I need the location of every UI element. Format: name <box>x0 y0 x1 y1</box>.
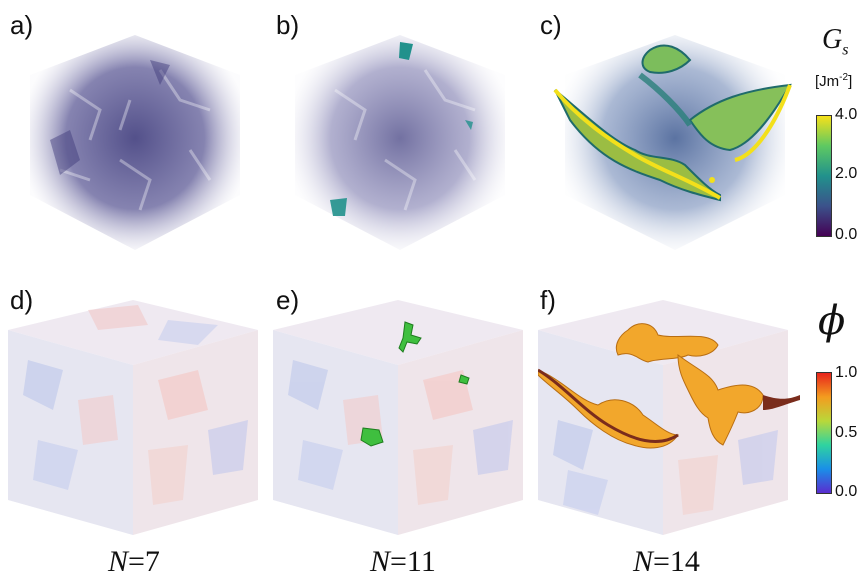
panel-label-a: a) <box>10 10 34 40</box>
phi-colorbar <box>816 372 832 494</box>
phi-tick-min: 0.0 <box>835 483 858 500</box>
panel-label-b: b) <box>276 10 300 40</box>
panel-label-d: d) <box>10 285 34 315</box>
n-label-11: N=11 <box>370 545 436 578</box>
gs-colorbar <box>816 115 832 237</box>
cube-phi-n14 <box>538 300 800 535</box>
cube-phi-n11 <box>273 300 523 535</box>
gs-colorbar-unit: [Jm-2] <box>815 72 853 90</box>
gs-colorbar-title: Gs <box>822 24 849 59</box>
gs-tick-min: 0.0 <box>835 226 858 243</box>
cube-gs-n11 <box>295 35 505 250</box>
cube-gs-n7 <box>30 35 240 250</box>
gs-tick-max: 4.0 <box>835 106 858 123</box>
phi-colorbar-title: ϕ <box>818 298 846 344</box>
phi-tick-mid: 0.5 <box>835 424 858 441</box>
panel-label-e: e) <box>276 285 300 315</box>
cube-phi-n7 <box>8 300 258 535</box>
panel-label-f: f) <box>540 285 556 315</box>
n-label-7: N=7 <box>108 545 160 578</box>
panel-label-c: c) <box>540 10 562 40</box>
gs-tick-mid: 2.0 <box>835 165 858 182</box>
cube-gs-n14 <box>553 35 792 250</box>
n-label-14: N=14 <box>633 545 700 578</box>
phi-tick-max: 1.0 <box>835 364 858 381</box>
